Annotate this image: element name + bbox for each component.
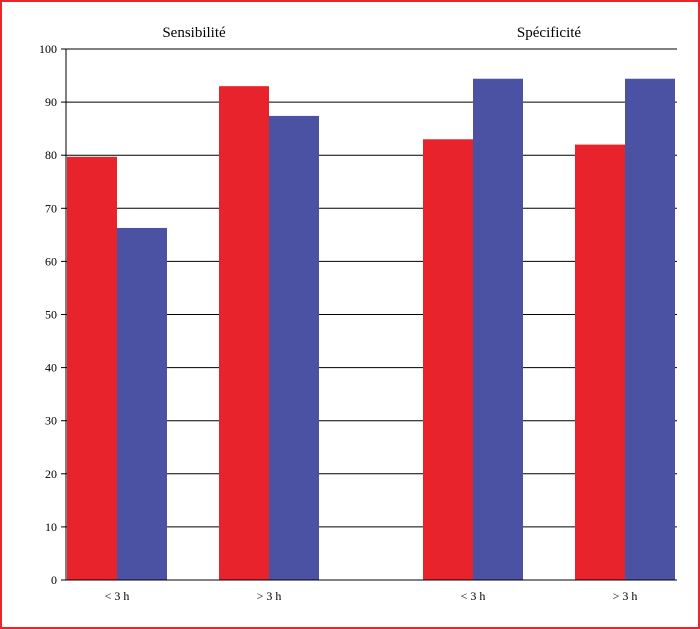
- bar: [67, 156, 117, 580]
- bar: [269, 115, 319, 580]
- x-category-label: > 3 h: [257, 589, 282, 603]
- axes: [61, 48, 677, 581]
- bar: [117, 227, 167, 580]
- y-tick-label: 30: [45, 414, 57, 428]
- x-category-label: < 3 h: [105, 589, 130, 603]
- y-tick-label: 100: [39, 42, 57, 56]
- group-title: Spécificité: [517, 25, 581, 41]
- y-tick-label: 20: [45, 467, 57, 481]
- x-category-label: < 3 h: [461, 589, 486, 603]
- y-tick-label: 0: [51, 573, 57, 587]
- y-tick-label: 50: [45, 308, 57, 322]
- y-tick-label: 90: [45, 95, 57, 109]
- bars: [67, 78, 675, 581]
- bar: [423, 139, 473, 580]
- bar: [219, 86, 269, 581]
- y-tick-label: 40: [45, 361, 57, 375]
- y-tick-label: 10: [45, 520, 57, 534]
- gridlines: [66, 48, 677, 528]
- bar: [575, 144, 625, 580]
- x-category-label: > 3 h: [613, 589, 638, 603]
- y-tick-label: 60: [45, 254, 57, 268]
- y-tick-label: 80: [45, 148, 57, 162]
- y-tick-label: 70: [45, 201, 57, 215]
- labels: 0 10 20 30 40 50 60 70 80 90 100 Sensibilité < 3 h > …: [39, 25, 637, 603]
- bar: [625, 78, 675, 581]
- bar: [473, 78, 523, 581]
- group-title: Sensibilité: [162, 25, 226, 41]
